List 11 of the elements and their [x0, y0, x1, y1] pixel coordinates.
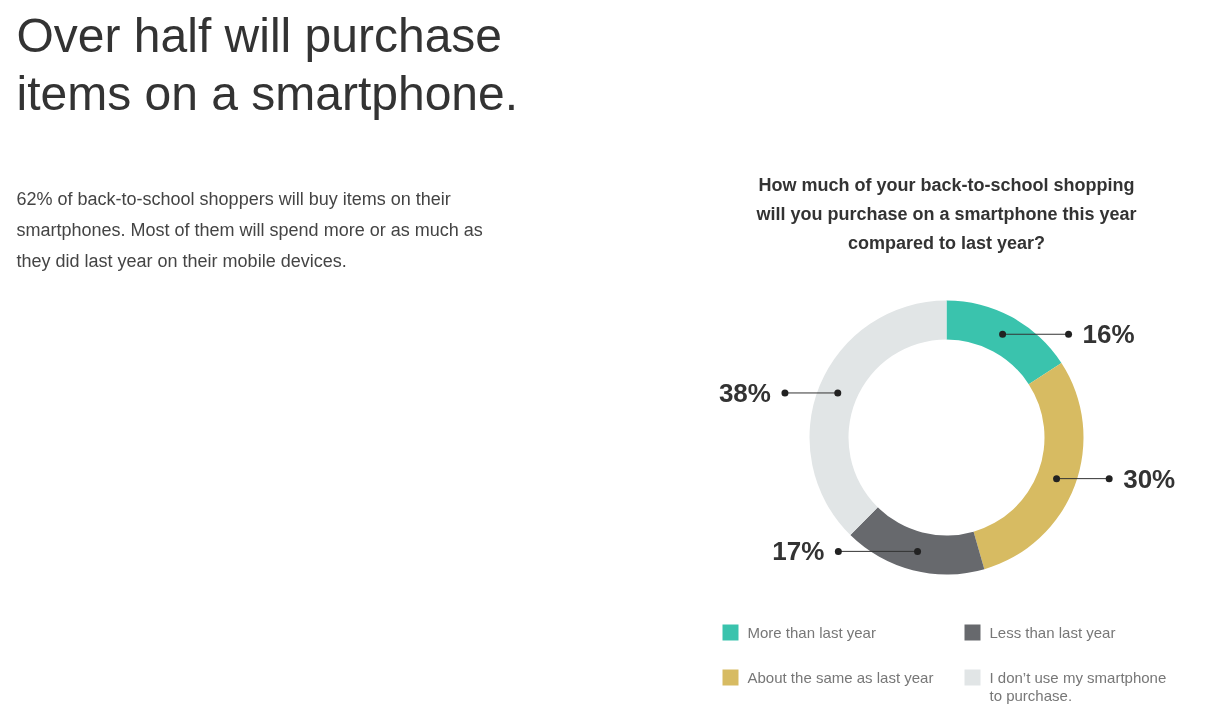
legend-label: About the same as last year	[747, 669, 934, 686]
data-label: 38%	[718, 377, 771, 408]
legend-label: More than last year	[747, 624, 876, 641]
data-label: 30%	[1123, 463, 1176, 494]
data-label: 17%	[772, 536, 825, 567]
chart-subtitle: How much of your back-to-school shopping will you purchase on a smartphone this year compared to last year?	[755, 174, 1137, 253]
data-label: 16%	[1082, 319, 1135, 350]
legend-label: Less than last year	[989, 624, 1116, 641]
text: Over half will purchase items on a smartphone.	[16, 8, 519, 120]
legend-label: I don’t use my smartphone to purchase.	[989, 669, 1167, 704]
text: 62% of back-to-school shoppers will buy items on their smartphones. Most of them will spend more or as much as they did last year on their mobile devices.	[16, 188, 483, 271]
